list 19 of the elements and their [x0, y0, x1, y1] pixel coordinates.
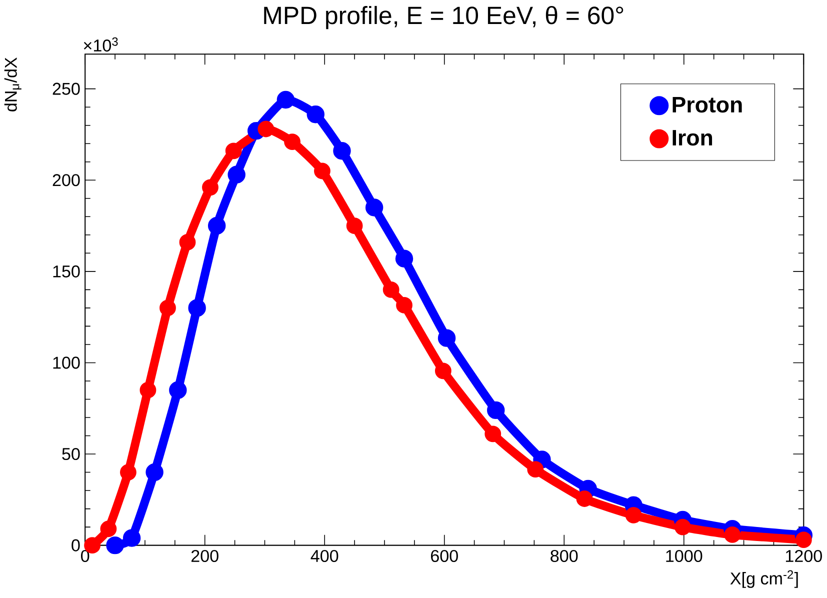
y-tick-label: 250 — [52, 82, 80, 95]
y-axis-title: dN$_{μ}$/dX — [4, 57, 22, 112]
text: ×10$^{3}$ — [84, 37, 118, 52]
x-tick-label: 800 — [550, 550, 578, 562]
x-tick-label: 600 — [431, 550, 458, 562]
legend-label: Iron — [672, 130, 712, 146]
x-tick-label: 400 — [310, 550, 338, 562]
y-tick-label: 50 — [62, 448, 80, 460]
x-tick-label: 1200 — [786, 550, 822, 562]
chart-title: MPD profile, E = 10 EeV, θ = 60° — [264, 6, 624, 29]
x-tick-label: 1000 — [666, 550, 702, 562]
y-tick-label: 200 — [52, 174, 80, 186]
x-tick-label: 0 — [81, 550, 90, 562]
x-tick-label: 200 — [191, 550, 218, 562]
x-axis-title: X[g cm$^{-2}$] — [730, 570, 798, 588]
legend-label: Proton — [672, 96, 742, 112]
y-tick-label: 0 — [72, 539, 80, 552]
y-tick-label: 150 — [53, 265, 80, 278]
y-tick-label: 100 — [53, 356, 80, 369]
